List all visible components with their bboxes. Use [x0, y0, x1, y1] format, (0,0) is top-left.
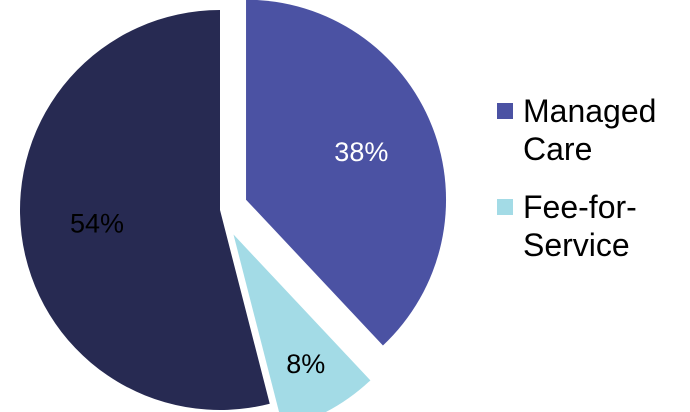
legend-item-fee-for-service: Fee-for-Service [497, 188, 668, 264]
legend-swatch-fee-for-service [497, 199, 513, 215]
legend-item-managed-care: Managed Care [497, 92, 668, 168]
legend: Managed Care Fee-for-Service [497, 92, 687, 284]
legend-swatch-managed-care [497, 103, 513, 119]
slice-label-fee-for-service: 8% [286, 349, 325, 379]
slice-label-managed-care: 38% [334, 137, 388, 167]
legend-label-fee-for-service: Fee-for-Service [523, 189, 637, 263]
slice-fee-for-service [233, 234, 371, 412]
pie-chart: 38% 8% 54% [19, 0, 447, 412]
slice-other [19, 10, 270, 410]
slice-label-other: 54% [70, 209, 124, 239]
legend-label-managed-care: Managed Care [523, 93, 657, 167]
slice-managed-care [246, 0, 447, 346]
